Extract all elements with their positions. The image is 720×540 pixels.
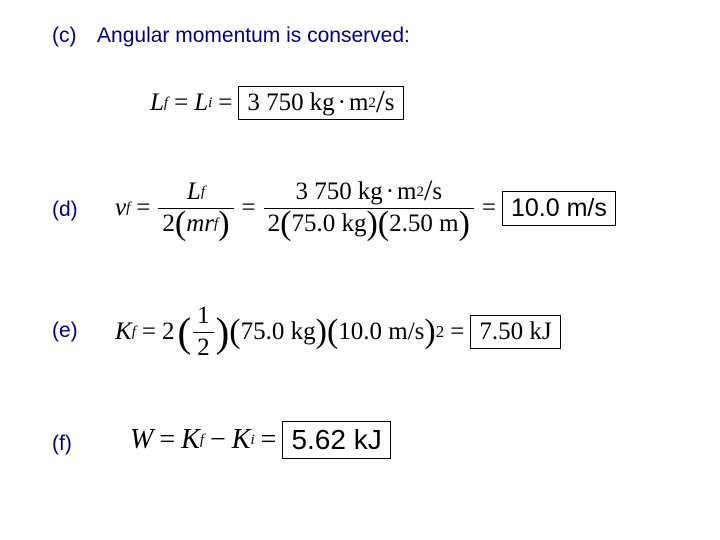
sym-vf-sub: f bbox=[126, 200, 130, 217]
sym-W: W bbox=[130, 424, 153, 456]
d-eq3: = bbox=[482, 194, 496, 222]
label-c-tag: (c) bbox=[52, 24, 77, 47]
unit-s: s bbox=[385, 89, 395, 117]
f-Kf: K bbox=[181, 424, 200, 456]
sym-Li: L bbox=[194, 89, 208, 117]
frac-d2: 3 750 kg · m 2 / s 2 ( 75.0 kg ) ( 2.50 … bbox=[264, 178, 474, 239]
d-den2-mass: 75.0 kg bbox=[291, 210, 366, 239]
e-eq2: = bbox=[450, 318, 464, 346]
boxed-e: 7.50 kJ bbox=[470, 315, 560, 349]
boxed-f: 5.62 kJ bbox=[282, 421, 390, 459]
exp-c: 2 bbox=[368, 95, 376, 112]
d-eq1: = bbox=[136, 194, 150, 222]
boxed-d: 10.0 m/s bbox=[502, 191, 616, 226]
d-den1-two: 2 bbox=[162, 210, 175, 239]
e-paren-l3: ( bbox=[327, 322, 338, 342]
eq1: = bbox=[174, 89, 188, 117]
val-c: 3 750 bbox=[247, 89, 303, 117]
slash-c: / bbox=[376, 93, 385, 109]
f-eq2: = bbox=[261, 424, 277, 456]
e-eq1: = bbox=[142, 318, 156, 346]
d-num2-kg: kg bbox=[358, 178, 383, 207]
e-paren-r3: ) bbox=[424, 322, 435, 342]
e-exp: 2 bbox=[436, 322, 445, 342]
d-den1-m: m bbox=[186, 210, 204, 239]
label-c: (c) Angular momentum is conserved: bbox=[52, 24, 410, 48]
d-Lf: L bbox=[187, 178, 201, 207]
f-minus: − bbox=[210, 424, 226, 456]
eq2: = bbox=[218, 89, 232, 117]
f-eq1: = bbox=[159, 424, 175, 456]
dot: · bbox=[338, 89, 346, 117]
d-num2-m: m bbox=[397, 178, 416, 207]
d-eq2: = bbox=[242, 194, 256, 222]
equation-f: W = K f − K i = 5.62 kJ bbox=[130, 421, 391, 459]
label-f: (f) bbox=[52, 432, 72, 456]
unit-m: m bbox=[349, 89, 368, 117]
e-vel: 10.0 m/s bbox=[338, 318, 424, 346]
d-num2-exp: 2 bbox=[416, 184, 424, 201]
sym-Kf-sub: f bbox=[132, 324, 136, 341]
paren-r: ) bbox=[218, 214, 229, 234]
sym-Li-sub: i bbox=[208, 95, 212, 112]
f-Kf-sub: f bbox=[200, 432, 204, 449]
frac-d1: L f 2 ( m r f ) bbox=[158, 178, 233, 239]
f-Ki: K bbox=[232, 424, 251, 456]
paren-l2: ( bbox=[280, 214, 291, 234]
equation-e: K f = 2 ( 1 2 ) ( 75.0 kg ) ( 10.0 m/s )… bbox=[115, 302, 561, 363]
e-two: 2 bbox=[162, 318, 175, 346]
d-num2: 3 750 bbox=[295, 178, 351, 207]
paren-l: ( bbox=[175, 214, 186, 234]
d-den1-r: r bbox=[204, 210, 214, 239]
d-num2-s: s bbox=[432, 178, 442, 207]
d-Lf-sub: f bbox=[201, 184, 205, 201]
boxed-c: 3 750 kg · m 2 / s bbox=[238, 86, 403, 120]
equation-d: v f = L f 2 ( m r f ) = 3 750 kg · m 2 bbox=[115, 178, 616, 239]
half-den: 2 bbox=[193, 334, 214, 363]
unit-kg: kg bbox=[310, 89, 335, 117]
equation-c: L f = L i = 3 750 kg · m 2 / s bbox=[150, 86, 404, 120]
paren-r3: ) bbox=[459, 214, 470, 234]
e-paren-r1: ) bbox=[216, 322, 230, 343]
sym-Lf: L bbox=[150, 89, 164, 117]
d-den2-rad: 2.50 m bbox=[389, 210, 458, 239]
label-d: (d) bbox=[52, 198, 78, 222]
sym-Lf-sub: f bbox=[164, 95, 168, 112]
label-c-text: Angular momentum is conserved: bbox=[97, 24, 410, 47]
paren-r2: ) bbox=[366, 214, 377, 234]
label-e: (e) bbox=[52, 319, 78, 343]
e-mass: 75.0 kg bbox=[241, 318, 316, 346]
d-den2-two: 2 bbox=[268, 210, 281, 239]
d-num2-slash: / bbox=[424, 183, 432, 198]
d-num2-dot: · bbox=[386, 178, 394, 207]
e-paren-l2: ( bbox=[229, 322, 240, 342]
paren-l3: ( bbox=[378, 214, 389, 234]
e-paren-r2: ) bbox=[316, 322, 327, 342]
f-Ki-sub: i bbox=[250, 432, 254, 449]
frac-half: 1 2 bbox=[193, 302, 214, 363]
sym-Kf: K bbox=[115, 318, 132, 346]
sym-vf: v bbox=[115, 194, 126, 222]
half-num: 1 bbox=[193, 302, 214, 331]
e-paren-l1: ( bbox=[177, 322, 191, 343]
